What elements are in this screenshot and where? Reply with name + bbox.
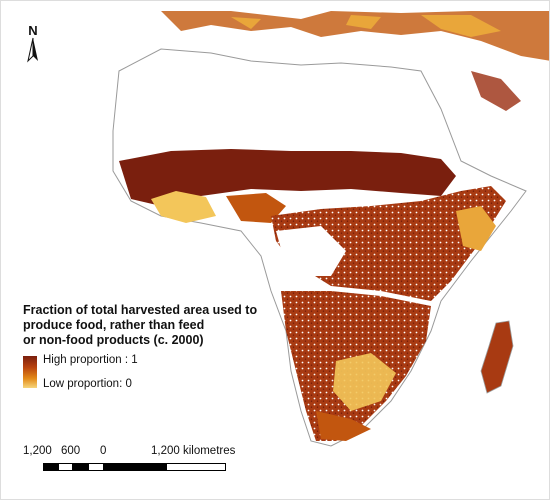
scale-segment <box>43 463 58 471</box>
scale-segment <box>166 463 226 471</box>
north-label: N <box>28 23 38 38</box>
legend: Fraction of total harvested area used to… <box>23 303 303 390</box>
sahel-belt <box>119 149 456 206</box>
scale-label-1200-km: 1,200 kilometres <box>151 445 236 457</box>
legend-ramp-row: High proportion : 1 Low proportion: 0 <box>23 354 303 390</box>
legend-title: Fraction of total harvested area used to… <box>23 303 258 347</box>
scale-label-1200-left: 1,200 <box>23 445 52 457</box>
north-arrow-icon <box>27 37 38 63</box>
legend-high-label: High proportion : 1 <box>43 354 138 366</box>
west-africa-orange <box>226 193 286 223</box>
scale-segment <box>73 463 88 471</box>
legend-low-label: Low proportion: 0 <box>43 378 132 390</box>
scale-segment <box>104 463 166 471</box>
scale-segment <box>58 463 73 471</box>
color-ramp <box>23 356 37 388</box>
north-arrow: N <box>23 23 43 65</box>
congo-white-gap <box>276 226 346 276</box>
scale-label-0: 0 <box>100 445 107 457</box>
middle-east-region <box>386 71 521 111</box>
scale-bar: 1,200 600 0 1,200 kilometres <box>23 445 253 477</box>
scale-label-600: 600 <box>61 445 81 457</box>
madagascar <box>480 320 514 394</box>
horn-yellow <box>456 206 496 251</box>
scale-segment <box>88 463 104 471</box>
europe-yellow-patches <box>231 15 501 37</box>
south-africa-orange <box>316 411 371 441</box>
west-africa-yellow <box>151 191 216 223</box>
kalahari-yellow <box>333 353 396 411</box>
